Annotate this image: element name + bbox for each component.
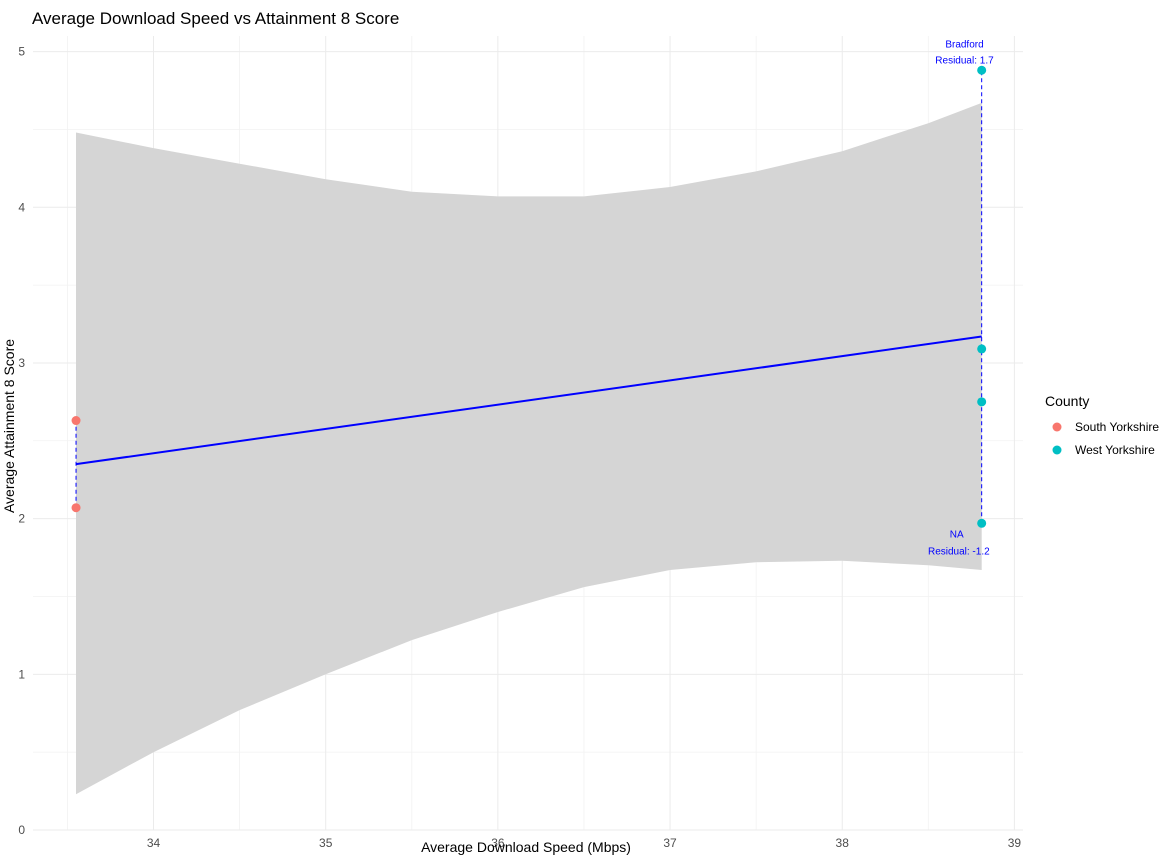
data-point [977, 397, 987, 407]
data-points [71, 65, 987, 528]
annotation-residual: Residual: -1.2 [928, 546, 990, 557]
x-tick-label: 35 [319, 836, 333, 850]
y-tick-label: 0 [18, 823, 25, 837]
data-point [977, 518, 987, 528]
confidence-band [76, 102, 982, 795]
legend-label: South Yorkshire [1075, 420, 1159, 434]
y-tick-label: 3 [18, 356, 25, 370]
confidence-band-area [76, 102, 982, 795]
x-tick-label: 38 [836, 836, 850, 850]
annotations: Bradford Residual: 1.7 NA Residual: -1.2 [928, 39, 994, 557]
x-tick-label: 39 [1008, 836, 1022, 850]
data-point [977, 65, 987, 75]
annotation-name: NA [950, 529, 964, 540]
legend-title: County [1045, 393, 1089, 409]
regression-line-group [75, 335, 982, 466]
data-point [71, 416, 81, 426]
data-point [71, 503, 81, 513]
legend-label: West Yorkshire [1075, 443, 1155, 457]
chart-title: Average Download Speed vs Attainment 8 S… [32, 9, 399, 28]
y-tick-label: 5 [18, 45, 25, 59]
legend-key [1052, 445, 1062, 455]
x-tick-label: 37 [663, 836, 677, 850]
legend: County South Yorkshire West Yorkshire [1045, 393, 1159, 457]
y-tick-label: 4 [18, 200, 25, 214]
data-point [977, 344, 987, 354]
x-tick-label: 34 [147, 836, 161, 850]
legend-key [1052, 422, 1062, 432]
x-tick-label: 36 [491, 836, 505, 850]
annotation-name: Bradford [945, 39, 983, 50]
y-axis-title: Average Attainment 8 Score [1, 339, 17, 513]
y-tick-label: 1 [18, 667, 25, 681]
residual-lines [75, 70, 983, 524]
y-tick-label: 2 [18, 512, 25, 526]
regression-line [75, 335, 982, 466]
x-axis-title: Average Download Speed (Mbps) [421, 839, 631, 855]
annotation-residual: Residual: 1.7 [935, 55, 994, 66]
